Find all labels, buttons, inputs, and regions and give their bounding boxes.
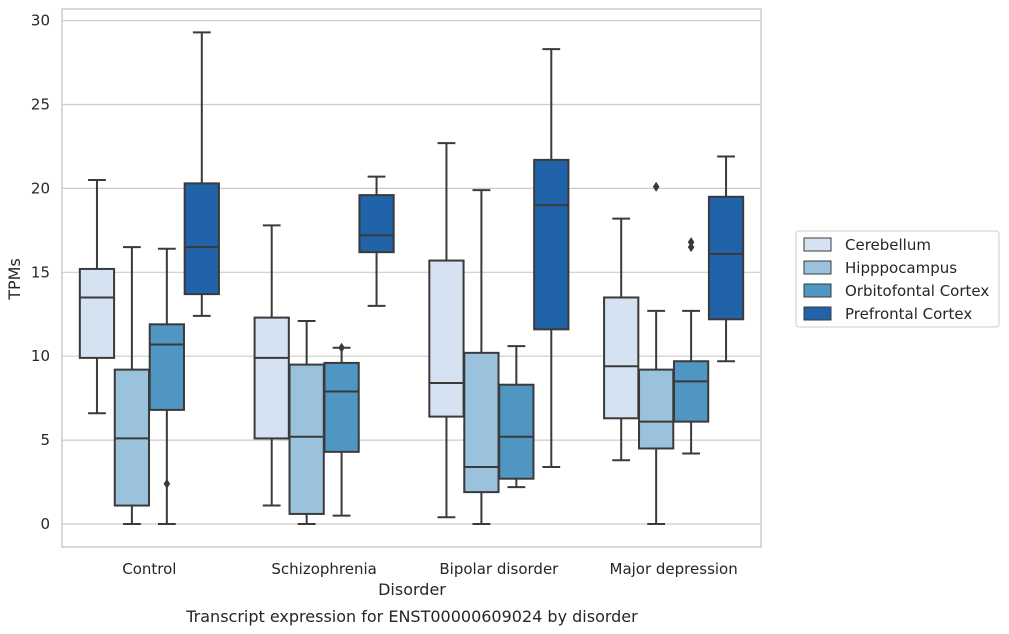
outlier-point [652,181,660,192]
legend-swatch [803,306,832,321]
outlier-point [687,237,695,248]
box-group [533,48,570,468]
box-iqr [603,296,640,420]
box-group [707,155,745,363]
box-group [672,237,710,455]
box-iqr [463,351,500,494]
box-group [288,319,325,525]
box-iqr [428,259,465,418]
legend-label: Prefrontal Cortex [845,305,972,323]
y-tick-label: 30 [31,12,50,30]
legend-swatch [803,237,832,252]
y-axis-label: TPMs [5,258,24,301]
x-tick-label: Bipolar disorder [439,560,559,578]
box-iqr [323,361,360,453]
legend: Cerebellum Hipppocampus Orbitofontal Corte… [795,230,1000,328]
box-group [463,189,500,525]
y-tick-label: 25 [31,96,50,114]
outlier-point [338,342,345,353]
box-iqr [78,267,116,359]
x-tick-label: Control [122,560,176,578]
box-iqr [533,158,570,331]
y-tick-label: 15 [31,263,50,281]
box-group [498,345,535,489]
x-axis-label: Disorder [378,580,446,599]
y-tick-label: 20 [31,179,50,197]
box-layer [78,31,745,525]
box-group [603,217,640,462]
box-iqr [253,316,290,440]
box-iqr [288,363,325,515]
y-tick-label: 5 [40,431,50,449]
legend-label: Orbitofontal Cortex [845,282,989,300]
box-iqr [638,368,675,450]
legend-label: Hipppocampus [845,259,957,277]
x-tick-labels: Control Schizophrenia Bipolar disorder Majo… [122,560,737,578]
outlier-point [163,478,171,489]
box-group [358,175,395,307]
legend-swatch [803,260,832,275]
box-iqr [707,195,745,321]
y-tick-label: 0 [40,515,50,533]
box-group [113,246,151,525]
legend-frame [795,230,1000,328]
box-group [78,179,116,415]
box-group [148,247,185,525]
chart-caption: Transcript expression for ENST0000060902… [185,607,638,626]
box-iqr [358,194,395,254]
x-tick-label: Schizophrenia [271,560,376,578]
y-tick-label: 10 [31,347,50,365]
y-tick-labels: 0 5 10 15 20 25 30 [31,12,50,533]
box-group [428,142,465,519]
box-iqr [148,323,185,411]
outlier-point [687,242,695,253]
box-group [253,224,290,507]
box-group [323,342,360,517]
legend-swatch [803,283,832,298]
x-tick-label: Major depression [610,560,738,578]
box-iqr [672,360,710,423]
box-iqr [498,383,535,480]
legend-label: Cerebellum [845,236,931,254]
box-group [183,31,220,317]
box-iqr [183,182,220,296]
plot-frame [61,8,762,548]
box-group [638,181,675,525]
